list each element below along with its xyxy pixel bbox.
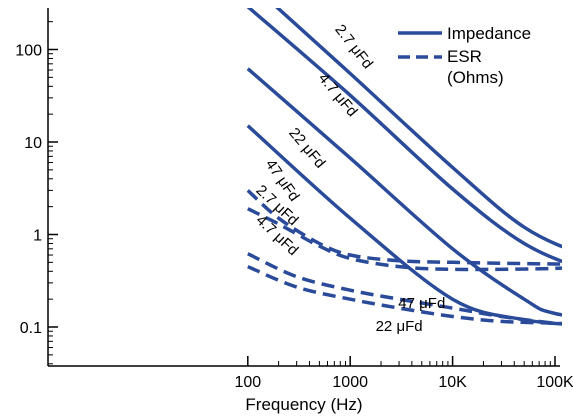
impedance-curve-1 bbox=[275, 8, 562, 249]
x-axis-title-unit: (Hz) bbox=[330, 395, 362, 414]
legend-label-esr-units: (Ohms) bbox=[447, 68, 504, 87]
x-tick-label-1: 100 bbox=[234, 374, 261, 391]
x-axis-title: Frequency (Hz) bbox=[245, 395, 362, 414]
x-tick-label-4: 100K bbox=[536, 374, 573, 391]
esr-curve-8 bbox=[247, 264, 562, 326]
legend-label-impedance: Impedance bbox=[447, 24, 531, 43]
curves-layer bbox=[246, 8, 562, 326]
y-tick-label-2: 1 bbox=[33, 228, 42, 245]
axes-layer bbox=[47, 8, 560, 367]
x-tick-label-2: 1000 bbox=[332, 374, 368, 391]
series-group bbox=[246, 8, 562, 326]
x-axis-title-main: Frequency bbox=[245, 395, 326, 414]
impedance-curve-3 bbox=[246, 67, 562, 317]
y-tick-label-4: 100 bbox=[15, 43, 42, 60]
curve-label-8: 22 μFd bbox=[376, 318, 423, 335]
esr-curve-5 bbox=[246, 189, 562, 266]
impedance-curve-2 bbox=[246, 8, 562, 264]
y-tick-label-1: 0.1 bbox=[20, 320, 42, 337]
legend: Impedance ESR (Ohms) bbox=[398, 24, 531, 87]
x-tick-label-3: 10K bbox=[438, 374, 467, 391]
y-tick-label-3: 10 bbox=[24, 135, 42, 152]
esr-curve-7 bbox=[247, 252, 562, 326]
curve-label-7: 47 μFd bbox=[398, 295, 445, 312]
legend-label-esr: ESR bbox=[447, 47, 482, 66]
impedance-curve-4 bbox=[246, 124, 562, 326]
